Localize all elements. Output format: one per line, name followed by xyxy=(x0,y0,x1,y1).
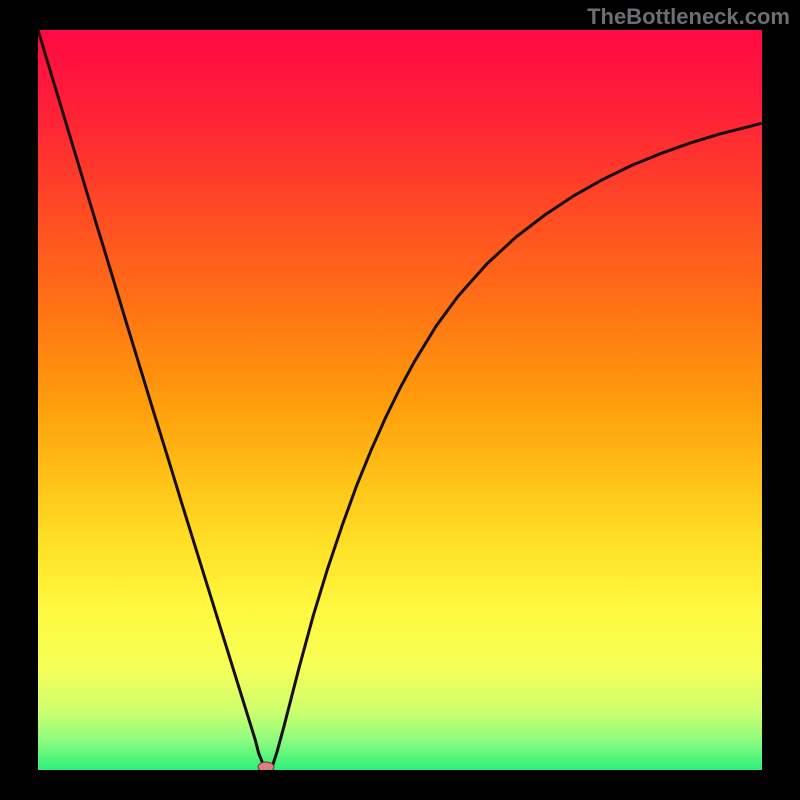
plot-area xyxy=(38,30,762,770)
minimum-marker xyxy=(258,762,274,770)
attribution-text: TheBottleneck.com xyxy=(587,4,790,30)
curve-path xyxy=(38,30,762,769)
bottleneck-curve xyxy=(38,30,762,770)
